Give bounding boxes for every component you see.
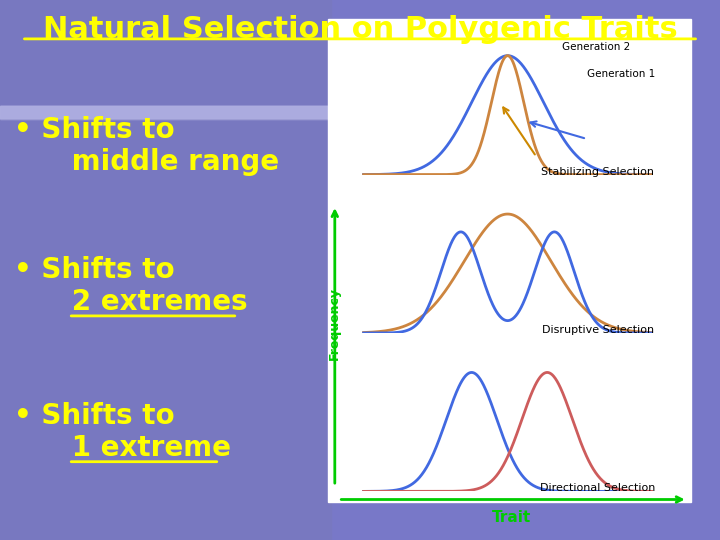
Text: Disruptive Selection: Disruptive Selection [541,325,654,335]
Bar [0,106,331,118]
Bar [0,106,331,118]
Bar [0,106,331,118]
Bar [0,106,331,118]
Text: • Shifts to
      2 extremes: • Shifts to 2 extremes [14,256,248,316]
Bar [0,106,331,118]
Text: Generation 1: Generation 1 [587,69,655,79]
Bar [0,106,331,119]
Bar [0,106,331,119]
Text: Directional Selection: Directional Selection [540,483,655,494]
Bar [0,106,331,119]
Bar [0,106,331,119]
Bar [0,106,331,118]
Bar [0,106,331,119]
Bar [0,0,331,540]
Bar [0,106,331,118]
Bar [0,106,331,118]
Bar [0,106,331,118]
Bar [0,106,331,119]
Bar [0,106,331,119]
Bar [0,106,331,119]
Text: Stabilizing Selection: Stabilizing Selection [541,167,654,177]
Text: Frequency: Frequency [328,287,341,361]
Text: Trait: Trait [492,510,531,525]
Bar [328,19,691,502]
Text: • Shifts to
      1 extreme: • Shifts to 1 extreme [14,402,231,462]
Text: Generation 2: Generation 2 [562,42,630,52]
Text: • Shifts to
      middle range: • Shifts to middle range [14,116,279,176]
Text: Natural Selection on Polygenic Traits: Natural Selection on Polygenic Traits [42,15,678,44]
Bar [0,106,331,118]
Bar [0,106,331,119]
Bar [0,106,331,119]
